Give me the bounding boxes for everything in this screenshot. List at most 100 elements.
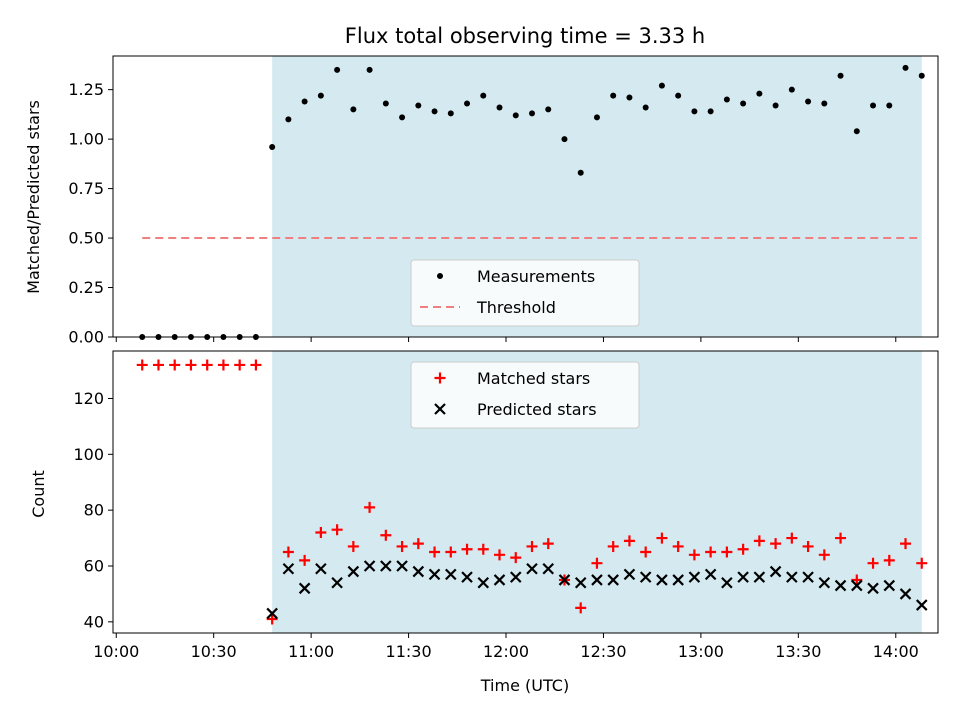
y-tick-label: 0.00 bbox=[68, 328, 104, 347]
measurement-point bbox=[334, 66, 341, 73]
x-tick-label: 10:30 bbox=[191, 642, 237, 661]
x-tick-label: 11:00 bbox=[288, 642, 334, 661]
x-tick-label: 11:30 bbox=[386, 642, 432, 661]
matched-star-point bbox=[331, 524, 343, 536]
matched-star-point bbox=[575, 602, 587, 614]
predicted-star-point bbox=[818, 576, 831, 589]
measurement-point bbox=[317, 92, 324, 99]
measurement-point bbox=[642, 104, 649, 111]
y-tick-label: 0.50 bbox=[68, 229, 104, 248]
y-tick-label: 60 bbox=[84, 556, 104, 575]
x-tick-label: 13:00 bbox=[678, 642, 724, 661]
measurement-point bbox=[886, 102, 893, 109]
predicted-star-point bbox=[493, 574, 506, 586]
axes-frame bbox=[112, 55, 939, 338]
matched-star-point bbox=[721, 546, 733, 558]
measurement-point bbox=[415, 102, 422, 109]
matched-star-point bbox=[234, 359, 246, 371]
matched-star-point bbox=[461, 543, 473, 555]
legend-box bbox=[410, 361, 640, 429]
matched-star-point bbox=[445, 546, 457, 558]
x-tick-label: 12:00 bbox=[483, 642, 529, 661]
measurement-point bbox=[788, 86, 795, 93]
predicted-star-point bbox=[834, 579, 847, 592]
measurement-point bbox=[805, 98, 812, 105]
matched-star-point bbox=[786, 532, 798, 544]
predicted-star-point bbox=[526, 563, 538, 575]
matched-star-point bbox=[883, 554, 895, 566]
predicted-star-point bbox=[445, 568, 457, 581]
matched-star-point bbox=[672, 540, 684, 552]
predicted-star-point bbox=[380, 560, 392, 572]
matched-star-point bbox=[380, 529, 392, 541]
measurement-point bbox=[269, 144, 276, 151]
legend-matched-swatch bbox=[434, 372, 446, 384]
matched-star-point bbox=[266, 613, 278, 625]
matched-star-point bbox=[526, 540, 538, 552]
matched-star-point bbox=[347, 540, 359, 552]
matched-star-point bbox=[185, 359, 197, 371]
matched-star-point bbox=[640, 546, 652, 558]
matched-star-point bbox=[250, 359, 262, 371]
predicted-star-point bbox=[786, 571, 798, 583]
axes-frame bbox=[112, 350, 939, 634]
matched-star-point bbox=[169, 359, 181, 371]
matched-star-point bbox=[737, 543, 749, 555]
predicted-star-point bbox=[412, 565, 425, 578]
measurement-point bbox=[837, 72, 844, 79]
matched-star-point bbox=[851, 574, 863, 586]
matched-star-point bbox=[818, 549, 830, 561]
matched-star-point bbox=[152, 359, 164, 371]
measurement-point bbox=[675, 92, 682, 99]
predicted-star-point bbox=[688, 571, 701, 583]
y-tick-label: 0.75 bbox=[68, 179, 104, 198]
measurement-point bbox=[853, 128, 860, 135]
y-tick-label: 0.25 bbox=[68, 278, 104, 297]
measurement-point bbox=[610, 92, 617, 99]
matched-star-point bbox=[136, 359, 148, 371]
x-tick-label: 10:00 bbox=[93, 642, 139, 661]
matched-star-point bbox=[900, 538, 912, 550]
predicted-star-point bbox=[769, 565, 782, 578]
matched-star-point bbox=[688, 549, 700, 561]
predicted-star-point bbox=[802, 571, 814, 583]
matched-star-point bbox=[656, 532, 668, 544]
measurement-point bbox=[301, 98, 308, 105]
x-tick-label: 14:00 bbox=[873, 642, 919, 661]
predicted-star-point bbox=[753, 571, 766, 583]
measurement-point bbox=[821, 100, 828, 107]
predicted-star-point bbox=[363, 560, 376, 572]
predicted-star-point bbox=[672, 574, 684, 586]
legend-predicted-swatch bbox=[434, 403, 446, 415]
matched-star-point bbox=[770, 538, 782, 550]
legend-measurement-swatch bbox=[437, 273, 443, 279]
predicted-star-point bbox=[461, 571, 473, 583]
x-axis-label: Time (UTC) bbox=[480, 676, 569, 695]
matched-star-point bbox=[705, 546, 717, 558]
measurement-point bbox=[431, 108, 438, 115]
chart-title: Flux total observing time = 3.33 h bbox=[345, 24, 705, 48]
matched-star-point bbox=[623, 535, 635, 547]
matched-star-point bbox=[494, 549, 506, 561]
predicted-star-point bbox=[639, 571, 652, 583]
predicted-star-point bbox=[607, 574, 619, 586]
predicted-star-point bbox=[315, 563, 327, 575]
measurement-point bbox=[707, 108, 714, 115]
matched-star-point bbox=[477, 543, 489, 555]
legend-entry: Threshold bbox=[476, 298, 556, 317]
y-tick-label: 1.25 bbox=[68, 80, 104, 99]
matched-star-point bbox=[315, 526, 327, 538]
predicted-star-point bbox=[542, 563, 555, 575]
measurement-point bbox=[740, 100, 747, 107]
matched-star-point bbox=[607, 540, 619, 552]
measurement-point bbox=[658, 82, 665, 89]
y-tick-label: 40 bbox=[84, 612, 104, 631]
matched-star-point bbox=[591, 557, 603, 569]
measurement-point bbox=[496, 104, 503, 111]
bottom-panel: 40 60 80 100 120 10:00 10:30 11:00 11:30 12:00 12:… bbox=[73, 350, 939, 661]
measurement-point bbox=[626, 94, 633, 101]
matched-star-point bbox=[802, 540, 814, 552]
predicted-star-point bbox=[509, 571, 522, 583]
measurement-point bbox=[480, 92, 487, 99]
